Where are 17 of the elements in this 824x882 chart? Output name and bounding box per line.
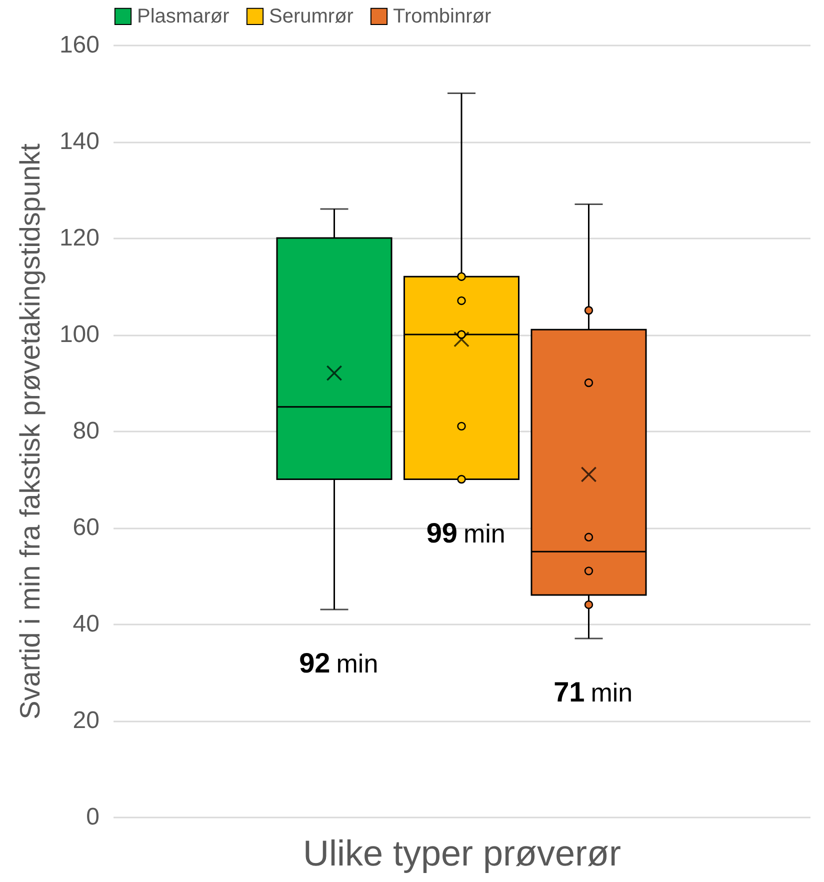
text: 99 min xyxy=(426,517,506,548)
legend-label: Plasmarør xyxy=(137,5,230,28)
y-tick-label: 40 xyxy=(72,610,100,638)
y-tick-label: 80 xyxy=(72,418,100,444)
legend-label: Trombinrør xyxy=(393,5,492,28)
x-axis-title: Ulike typer prøverør xyxy=(302,832,622,874)
y-tick-label: 120 xyxy=(59,224,100,252)
y-tick-label: 20 xyxy=(72,707,100,734)
y-tick-label: 60 xyxy=(72,514,100,541)
y-tick-label: 100 xyxy=(59,321,100,348)
text: 92 min xyxy=(299,648,378,679)
text: 71 min xyxy=(554,676,633,708)
y-tick-label: 0 xyxy=(86,804,100,830)
y-tick-label: 160 xyxy=(59,32,100,58)
legend-label: Serumrør xyxy=(269,5,354,28)
y-axis-title: Svartid i min fra fakstisk prøvetakingstidspunkt xyxy=(14,143,46,720)
y-tick-label: 140 xyxy=(59,128,100,155)
